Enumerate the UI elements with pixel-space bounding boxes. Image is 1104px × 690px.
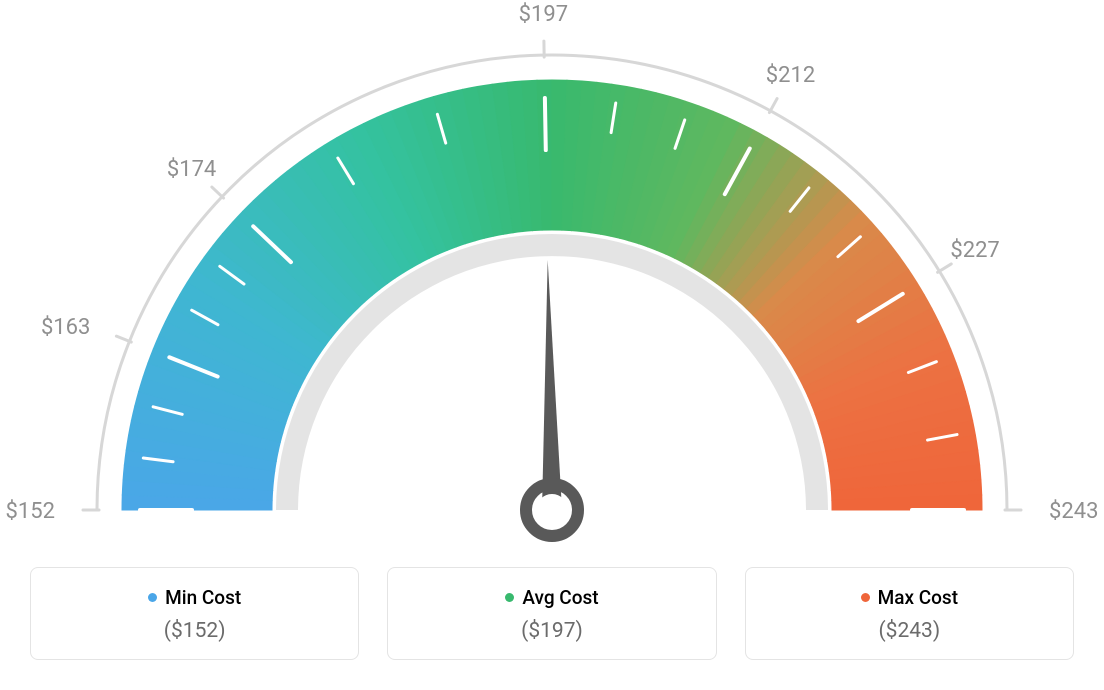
avg-cost-value: ($197)	[408, 619, 695, 643]
gauge-chart: $152 $163 $174 $197 $212 $227 $243	[0, 0, 1104, 560]
svg-text:$243: $243	[1049, 499, 1098, 524]
min-cost-card: Min Cost ($152)	[30, 567, 359, 660]
avg-dot-icon	[505, 593, 514, 602]
svg-text:$174: $174	[167, 157, 216, 182]
min-cost-label: Min Cost	[148, 586, 241, 609]
svg-text:$152: $152	[6, 499, 55, 524]
cost-cards-row: Min Cost ($152) Avg Cost ($197) Max Cost…	[30, 567, 1074, 660]
gauge-svg: $152 $163 $174 $197 $212 $227 $243	[0, 0, 1104, 560]
min-dot-icon	[148, 593, 157, 602]
avg-cost-card: Avg Cost ($197)	[387, 567, 716, 660]
max-cost-label: Max Cost	[861, 586, 958, 609]
max-dot-icon	[861, 593, 870, 602]
svg-text:$197: $197	[519, 2, 568, 27]
min-cost-value: ($152)	[51, 619, 338, 643]
avg-cost-label-text: Avg Cost	[522, 586, 598, 609]
svg-text:$163: $163	[41, 315, 90, 340]
max-cost-value: ($243)	[766, 619, 1053, 643]
avg-cost-label: Avg Cost	[505, 586, 598, 609]
max-cost-label-text: Max Cost	[878, 586, 958, 609]
max-cost-card: Max Cost ($243)	[745, 567, 1074, 660]
min-cost-label-text: Min Cost	[165, 586, 241, 609]
svg-text:$212: $212	[766, 63, 815, 88]
svg-text:$227: $227	[950, 238, 999, 263]
